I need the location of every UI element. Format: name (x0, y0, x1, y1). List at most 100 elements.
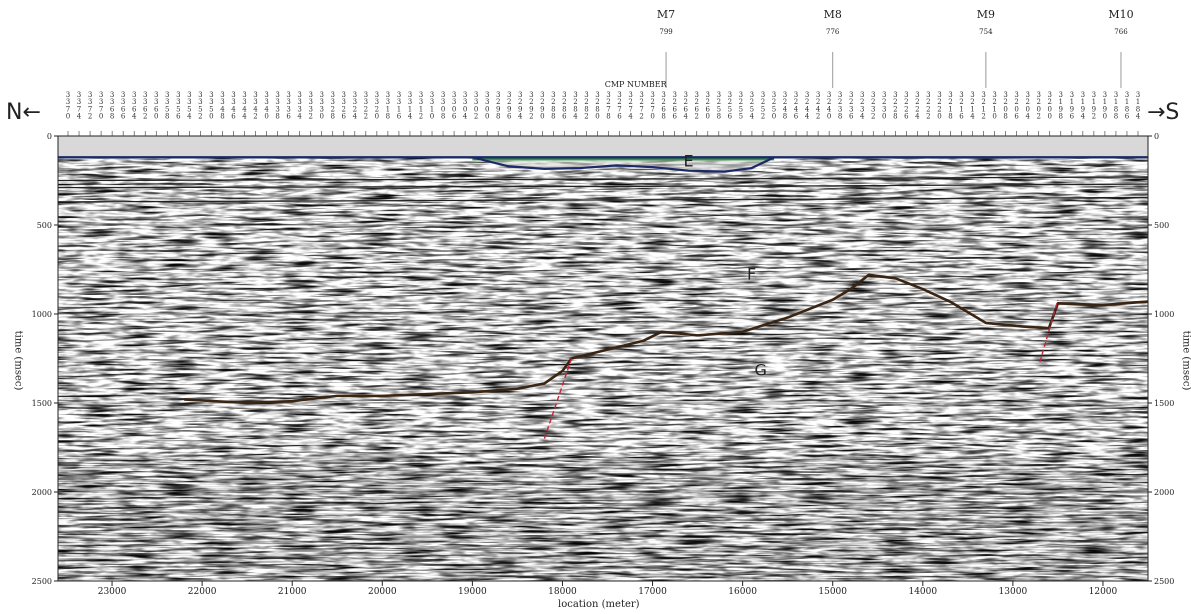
y-tick-label-left: 2000 (32, 488, 52, 497)
reflector-line (57, 176, 1149, 182)
x-tick-label: 23000 (98, 587, 127, 597)
x-tick-label: 16000 (728, 587, 757, 597)
well-value: 754 (979, 28, 993, 36)
x-tick-label: 15000 (818, 587, 847, 597)
plot-frame (57, 135, 1149, 582)
x-tick-label: 12000 (1089, 587, 1118, 597)
fault-line (543, 358, 573, 439)
y-tick-label-right: 500 (1154, 221, 1169, 230)
y-tick-label-right: 1500 (1154, 399, 1174, 408)
y-tick-label-right: 1000 (1154, 310, 1174, 319)
reflector-line (57, 196, 1149, 203)
well-name: M7 (656, 8, 676, 21)
y-tick-label-right: 2000 (1154, 488, 1174, 497)
well-value: 766 (1114, 28, 1128, 36)
y-axis-title-left: time (msec) (12, 330, 24, 391)
x-tick-label: 20000 (368, 587, 397, 597)
horizon-label-G: G (754, 360, 766, 379)
well-name: M10 (1108, 8, 1134, 21)
y-tick-label-left: 1000 (32, 310, 52, 319)
horizon-label-E: E (684, 151, 694, 170)
north-direction-label: N← (6, 100, 41, 125)
x-tick-label: 21000 (278, 587, 307, 597)
cmp-number-title: CMP NUMBER (604, 80, 667, 89)
x-tick-label: 17000 (638, 587, 667, 597)
water-column (58, 136, 1148, 158)
well-value: 799 (659, 28, 673, 36)
seismic-texture-deep (58, 456, 1148, 581)
x-tick-label: 14000 (908, 587, 937, 597)
horizon-E-line (472, 156, 775, 173)
